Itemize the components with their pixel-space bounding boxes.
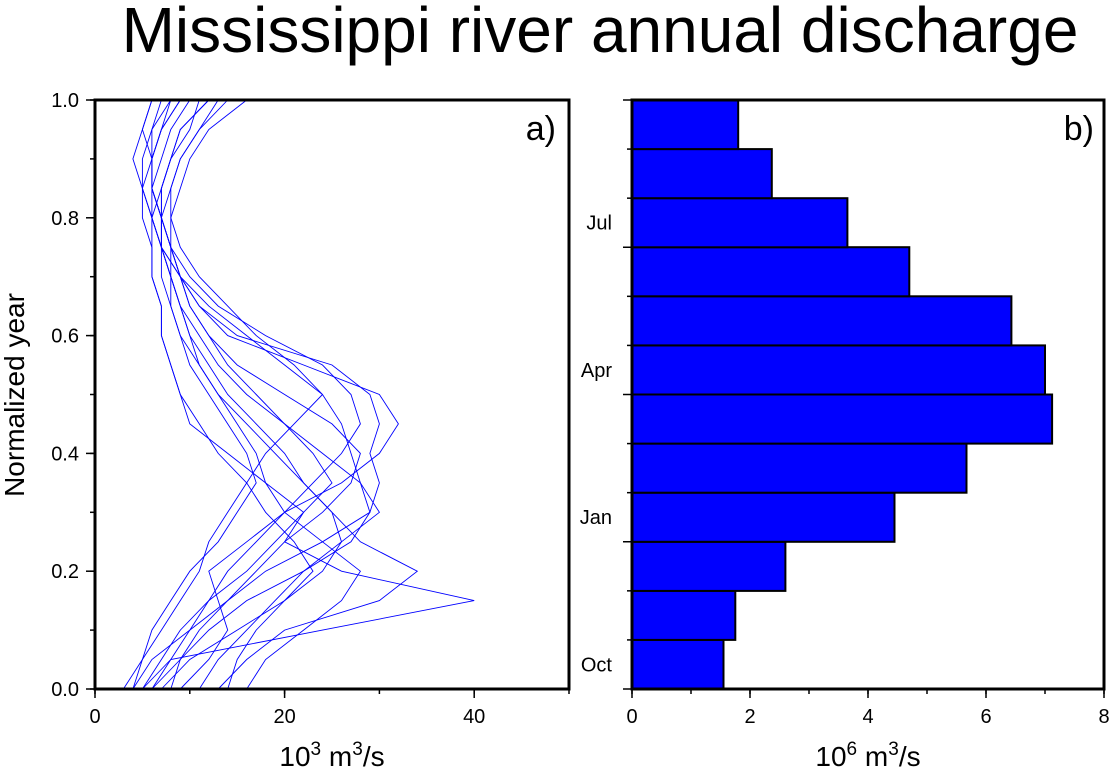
panel-b-label: b) <box>1064 110 1094 148</box>
bar-11 <box>631 148 773 200</box>
panel-b-bars <box>631 99 1054 691</box>
panel-a-line-chart: 0 20 40 0.0 0.2 0.4 0.6 0.8 1.0 a) 103 m3/s Nor… <box>0 90 571 770</box>
series-line-4 <box>151 99 381 690</box>
series-line-8 <box>141 99 314 690</box>
x-tick-label: 0 <box>89 706 100 728</box>
series-line-7 <box>123 99 324 690</box>
panel-a-y-ticks: 0.0 0.2 0.4 0.6 0.8 1.0 <box>51 90 95 701</box>
panel-a-x-axis-label: 103 m3/s <box>279 739 384 770</box>
month-label: Jul <box>586 213 612 235</box>
bar-8 <box>631 295 1013 347</box>
panel-a-frame <box>93 98 571 691</box>
series-line-2 <box>160 99 419 690</box>
bar-6 <box>631 393 1054 445</box>
y-tick-label: 0.2 <box>51 561 79 583</box>
panel-b-y-ticks: Oct Jan Apr Jul <box>580 99 632 690</box>
y-tick-label: 0.4 <box>51 443 79 465</box>
x-tick-label: 0 <box>626 706 637 728</box>
y-tick-label: 0.8 <box>51 208 79 230</box>
month-label: Oct <box>581 654 613 676</box>
panel-a-traces <box>123 99 475 690</box>
bar-12 <box>631 99 740 151</box>
month-label: Jan <box>580 507 612 529</box>
bar-5 <box>631 442 968 494</box>
chart-title: Mississippi river annual discharge <box>122 0 1079 66</box>
x-tick-label: 40 <box>463 706 485 728</box>
series-line-12 <box>132 99 257 690</box>
series-line-13 <box>160 99 342 690</box>
series-line-14 <box>151 99 361 690</box>
bar-7 <box>631 344 1046 396</box>
series-line-1 <box>142 99 475 690</box>
bar-9 <box>631 246 911 298</box>
x-tick-label: 20 <box>273 706 295 728</box>
panel-b-x-ticks: 0 2 4 6 8 <box>626 689 1110 728</box>
y-tick-label: 0.6 <box>51 326 79 348</box>
bar-2 <box>631 589 737 641</box>
panel-a-x-ticks: 0 20 40 <box>89 689 570 728</box>
month-label: Apr <box>581 360 612 382</box>
bar-1 <box>631 638 725 691</box>
panel-a-y-axis-label: Normalized year <box>0 293 30 497</box>
panel-b-bar-chart: 0 2 4 6 8 Oct Jan Apr Jul b) 106 m3/s <box>580 98 1110 770</box>
y-tick-label: 0.0 <box>51 679 79 701</box>
bar-3 <box>631 540 787 592</box>
x-tick-label: 6 <box>980 706 991 728</box>
bar-4 <box>631 491 896 543</box>
panel-a-label: a) <box>526 110 556 148</box>
x-tick-label: 8 <box>1098 706 1109 728</box>
x-tick-label: 2 <box>744 706 755 728</box>
y-tick-label: 1.0 <box>51 90 79 112</box>
series-line-9 <box>170 99 371 690</box>
panel-b-x-axis-label: 106 m3/s <box>815 739 920 770</box>
bar-10 <box>631 197 849 249</box>
x-tick-label: 4 <box>862 706 873 728</box>
series-line-11 <box>141 99 361 690</box>
